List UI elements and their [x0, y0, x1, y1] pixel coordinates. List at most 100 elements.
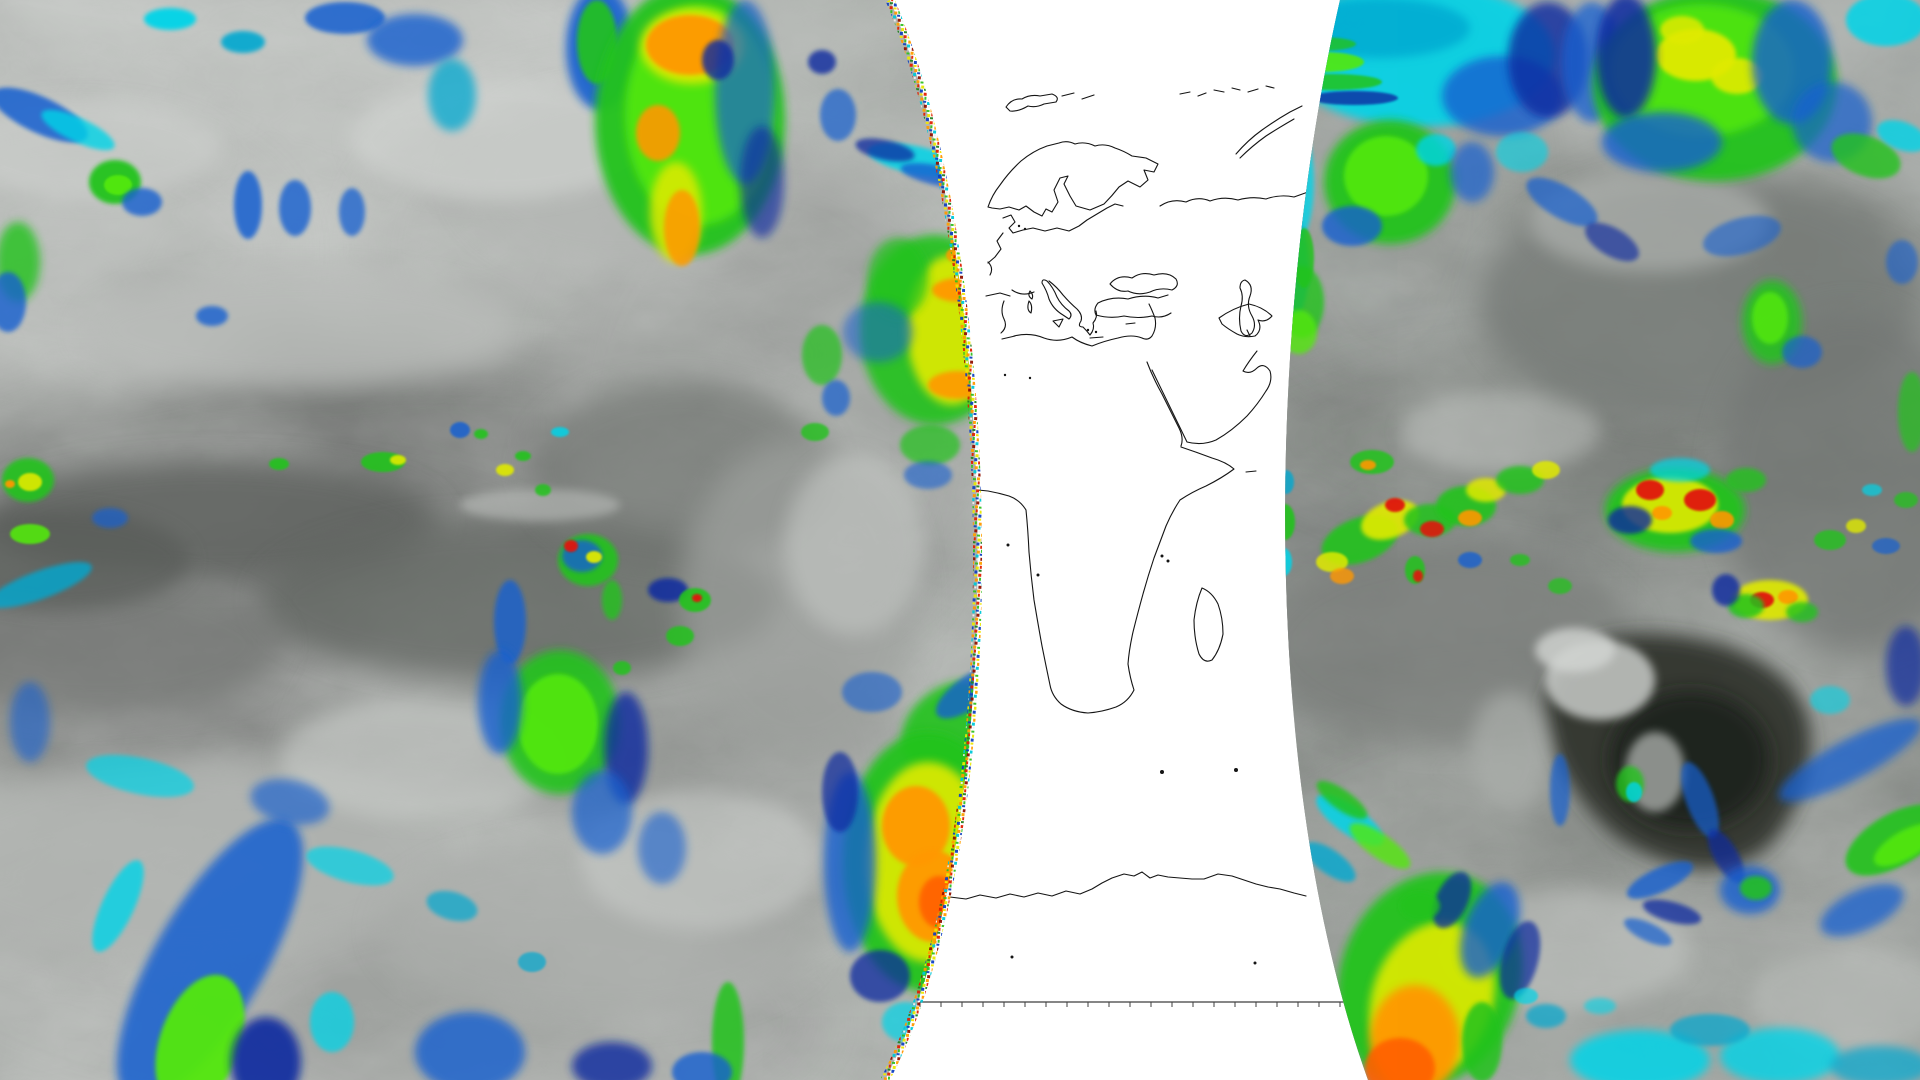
island-dot	[1253, 961, 1257, 965]
cloud-feature	[1496, 466, 1544, 494]
cloud-feature	[1360, 460, 1376, 470]
cloud-feature	[415, 1012, 525, 1080]
cloud-feature	[518, 674, 598, 774]
cloud-feature	[1602, 112, 1722, 172]
cloud-feature	[1690, 529, 1742, 553]
cloud-feature	[478, 650, 522, 754]
coastline-red-sea-african-shore	[1146, 361, 1183, 447]
cloud-feature	[1660, 16, 1704, 44]
cloud-feature	[1450, 142, 1494, 202]
cloud-feature	[1862, 484, 1882, 496]
cloud-feature	[1712, 574, 1740, 606]
cloud-feature	[279, 180, 311, 236]
coastline-adriatic-greece	[1048, 280, 1098, 336]
cloud-feature	[802, 325, 842, 385]
cloud-feature	[1636, 480, 1664, 500]
cloud-feature	[822, 752, 858, 832]
cloud-feature	[221, 31, 265, 53]
cloud-feature	[310, 992, 354, 1052]
cloud-feature	[1385, 498, 1405, 512]
cloud-feature	[1608, 506, 1652, 534]
cloud-feature	[350, 80, 650, 200]
cloud-feature	[1514, 988, 1538, 1004]
limb-noise-layer	[881, 0, 982, 1080]
island-dot	[1160, 554, 1164, 558]
cloud-feature	[564, 540, 578, 552]
cloud-feature	[1526, 177, 1598, 227]
cloud-feature	[196, 306, 228, 326]
cloud-feature	[1361, 500, 1419, 540]
coastline-barents-coast	[1159, 191, 1309, 207]
cloud-feature	[231, 1017, 301, 1080]
cloud-feature	[1810, 686, 1850, 714]
island-dot	[1023, 227, 1027, 231]
cloud-feature	[1462, 1002, 1502, 1080]
coastline-madagascar	[1193, 587, 1224, 662]
cloud-feature	[518, 952, 546, 972]
cloud-feature	[1470, 692, 1550, 812]
cloud-feature	[1831, 133, 1901, 179]
cloud-feature	[426, 890, 478, 922]
cloud-feature	[1886, 240, 1918, 284]
cloud-feature	[1316, 552, 1348, 572]
cloud-feature	[0, 562, 92, 608]
cloud-feature	[1684, 489, 1716, 511]
cloud-feature	[842, 672, 902, 712]
cloud-feature	[1330, 568, 1354, 584]
cloud-feature	[1720, 1028, 1840, 1080]
left-sector-limb-speckle	[881, 0, 982, 1080]
cloud-feature	[104, 175, 132, 195]
cloud-feature	[1344, 136, 1428, 216]
coastline-france-spain-fragments	[985, 261, 1035, 340]
cloud-feature	[1670, 1014, 1750, 1046]
island-dot	[1094, 330, 1098, 334]
cloud-feature	[572, 1042, 652, 1080]
cloud-feature	[450, 422, 470, 438]
cloud-feature	[10, 524, 50, 544]
cloud-feature	[785, 455, 925, 635]
cloud-feature	[0, 575, 280, 715]
cloud-feature	[18, 473, 42, 491]
cloud-feature	[1400, 392, 1600, 472]
cloud-feature	[692, 594, 702, 602]
cloud-feature	[5, 480, 15, 488]
cloud-feature	[1285, 470, 1294, 494]
cloud-feature	[636, 105, 680, 161]
coastline-turkey	[1094, 294, 1172, 319]
cloud-feature	[1596, 0, 1656, 118]
cloud-feature	[1416, 134, 1456, 166]
cloud-feature	[1466, 478, 1506, 502]
cloud-feature	[1532, 461, 1560, 479]
island-dot	[1010, 955, 1014, 959]
cloud-feature	[86, 755, 194, 797]
cloud-feature	[1814, 530, 1846, 550]
cloud-feature	[855, 138, 915, 162]
island-dot	[1003, 373, 1007, 377]
cloud-feature	[808, 50, 836, 74]
cloud-feature	[1877, 120, 1920, 152]
cloud-feature	[306, 846, 394, 886]
cloud-feature	[1349, 823, 1411, 869]
cloud-feature	[1285, 548, 1292, 576]
cloud-feature	[1894, 492, 1918, 508]
cloud-feature	[1310, 91, 1398, 105]
cloud-feature	[1458, 510, 1482, 526]
coastline-novaya-zemlya	[1235, 105, 1303, 159]
cloud-feature	[1304, 842, 1356, 882]
cloud-feature	[460, 489, 620, 521]
cloud-feature	[1642, 899, 1702, 925]
cloud-feature	[1740, 876, 1772, 900]
cloud-feature	[822, 380, 850, 416]
cloud-feature	[1782, 336, 1822, 368]
cloud-feature	[1322, 206, 1382, 246]
cloud-feature	[1728, 594, 1764, 618]
island-dot	[1166, 559, 1170, 563]
cloud-feature	[638, 812, 686, 884]
cloud-feature	[80, 270, 520, 390]
cloud-feature	[1365, 1038, 1435, 1080]
cloud-feature	[900, 425, 960, 465]
cloud-feature	[1550, 754, 1570, 826]
cloud-feature	[1458, 552, 1482, 568]
